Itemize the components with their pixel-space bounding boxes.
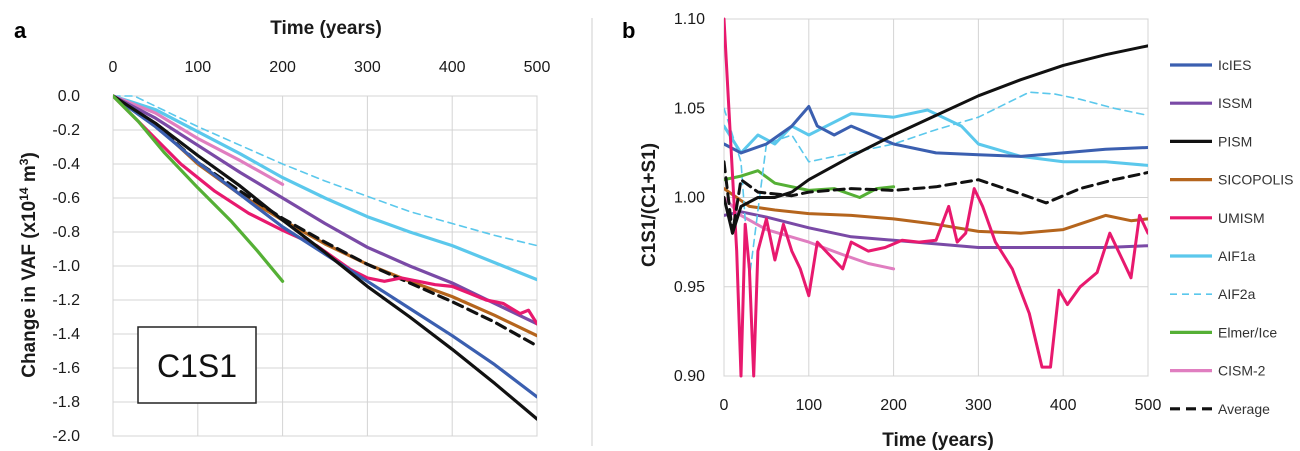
legend: IcIES ISSM PISM SICOPOLIS UMISM AIF1a AIF2a Elm… (1170, 57, 1293, 417)
panel-b-x-tick-label: 500 (1135, 397, 1162, 414)
legend-label: ISSM (1218, 95, 1252, 111)
panel-a-series-pism (113, 94, 537, 421)
panel-b-series-average (724, 160, 1148, 235)
legend-item-pism: PISM (1170, 133, 1252, 149)
legend-label: UMISM (1218, 210, 1265, 226)
panel-b-x-tick-label: 200 (880, 397, 907, 414)
panel-a-x-tick-label: 100 (184, 59, 211, 76)
panel-a-series (113, 94, 537, 421)
panel-b-letter: b (622, 18, 635, 43)
annotation-box: C1S1 (137, 326, 257, 404)
legend-item-average: Average (1170, 401, 1270, 417)
legend-label: AIF2a (1218, 286, 1256, 302)
panel-b-series-sicopolis (724, 187, 1148, 235)
panel-a-x-tick-label: 0 (109, 59, 118, 76)
panel-b-series-icies (724, 105, 1148, 158)
panel-a-y-tick-label: -1.6 (52, 360, 80, 377)
panel-b-x-ticks: 0 100 200 300 400 500 (720, 397, 1162, 414)
panel-a-y-ticks: 0.0 -0.2 -0.4 -0.6 -0.8 -1.0 -1.2 -1.4 -1.6 -1.8 -… (52, 88, 80, 445)
panel-a-letter: a (14, 18, 27, 43)
panel-a-series-aif1a (113, 94, 537, 282)
panel-a-x-ticks: 0 100 200 300 400 500 (109, 59, 551, 76)
panel-b-series (724, 17, 1148, 378)
panel-b-series-aif1a (724, 108, 1148, 167)
panel-a-x-tick-label: 500 (524, 59, 551, 76)
panel-b-series-aif2a (724, 91, 1148, 279)
panel-b-x-tick-label: 0 (720, 397, 729, 414)
panel-b-y-tick-label: 0.95 (674, 279, 705, 296)
panel-a-x-tick-label: 200 (269, 59, 296, 76)
panel-b-y-tick-label: 1.00 (674, 190, 705, 207)
panel-b: b 0 100 200 300 400 500 0.900.951.001.051.10 … (622, 11, 1293, 451)
panel-a-y-axis-title: Change in VAF (x1014 m3) (17, 152, 40, 378)
panel-b-y-tick-label: 1.10 (674, 11, 705, 28)
panel-a-y-tick-label: -0.4 (52, 156, 80, 173)
legend-item-aif2a: AIF2a (1170, 286, 1256, 302)
panel-a-y-tick-label: -2.0 (52, 428, 80, 445)
panel-a-series-elmer-ice (113, 94, 285, 283)
panel-b-y-tick-label: 1.05 (674, 100, 705, 117)
legend-item-icies: IcIES (1170, 57, 1251, 73)
panel-a-y-tick-label: -1.8 (52, 394, 80, 411)
panel-a-y-tick-label: -1.4 (52, 326, 80, 343)
panel-b-x-tick-label: 400 (1050, 397, 1077, 414)
panel-a-y-tick-label: -0.6 (52, 190, 80, 207)
legend-label: SICOPOLIS (1218, 172, 1293, 188)
panel-a-y-tick-label: -1.0 (52, 258, 80, 275)
annotation-label: C1S1 (157, 348, 237, 384)
panel-b-x-axis-title: Time (years) (882, 430, 994, 451)
legend-item-umism: UMISM (1170, 210, 1265, 226)
panel-a-x-tick-label: 300 (354, 59, 381, 76)
legend-item-cism-2: CISM-2 (1170, 363, 1266, 379)
panel-b-series-pism (724, 44, 1148, 235)
panel-b-series-cism-2 (724, 196, 896, 271)
panel-a-x-axis-title: Time (years) (270, 18, 382, 39)
legend-item-issm: ISSM (1170, 95, 1252, 111)
panel-a-y-tick-label: -1.2 (52, 292, 80, 309)
panel-b-series-elmer-ice (724, 169, 896, 199)
panel-a-y-tick-label: 0.0 (58, 88, 80, 105)
panel-b-y-axis-title: C1S1/(C1+S1) (639, 143, 660, 267)
panel-a-y-tick-label: -0.8 (52, 224, 80, 241)
legend-item-elmer-ice: Elmer/Ice (1170, 324, 1277, 340)
legend-item-aif1a: AIF1a (1170, 248, 1256, 264)
panel-b-y-ticks: 0.90 0.95 1.00 1.05 1.10 (674, 11, 705, 385)
legend-item-sicopolis: SICOPOLIS (1170, 172, 1293, 188)
panel-b-series-umism (724, 17, 1148, 378)
legend-label: AIF1a (1218, 248, 1256, 264)
panel-b-y-tick-label: 0.90 (674, 368, 705, 385)
legend-label: IcIES (1218, 57, 1251, 73)
panel-a-x-tick-label: 400 (439, 59, 466, 76)
panel-a-y-tick-label: -0.2 (52, 122, 80, 139)
legend-label: PISM (1218, 133, 1252, 149)
legend-label: Average (1218, 401, 1270, 417)
panel-b-grid (723, 18, 1149, 377)
panel-b-x-tick-label: 100 (795, 397, 822, 414)
legend-label: CISM-2 (1218, 363, 1266, 379)
panel-a-series-issm (113, 94, 537, 326)
panel-a: a Time (years) 0 100 200 300 400 500 0.0 -0.2 -… (14, 18, 550, 445)
panel-b-x-tick-label: 300 (965, 397, 992, 414)
panel-a-series-umism (113, 94, 537, 326)
panel-a-series-cism-2 (113, 94, 285, 186)
legend-label: Elmer/Ice (1218, 324, 1277, 340)
panel-a-series-aif2a (113, 95, 537, 247)
